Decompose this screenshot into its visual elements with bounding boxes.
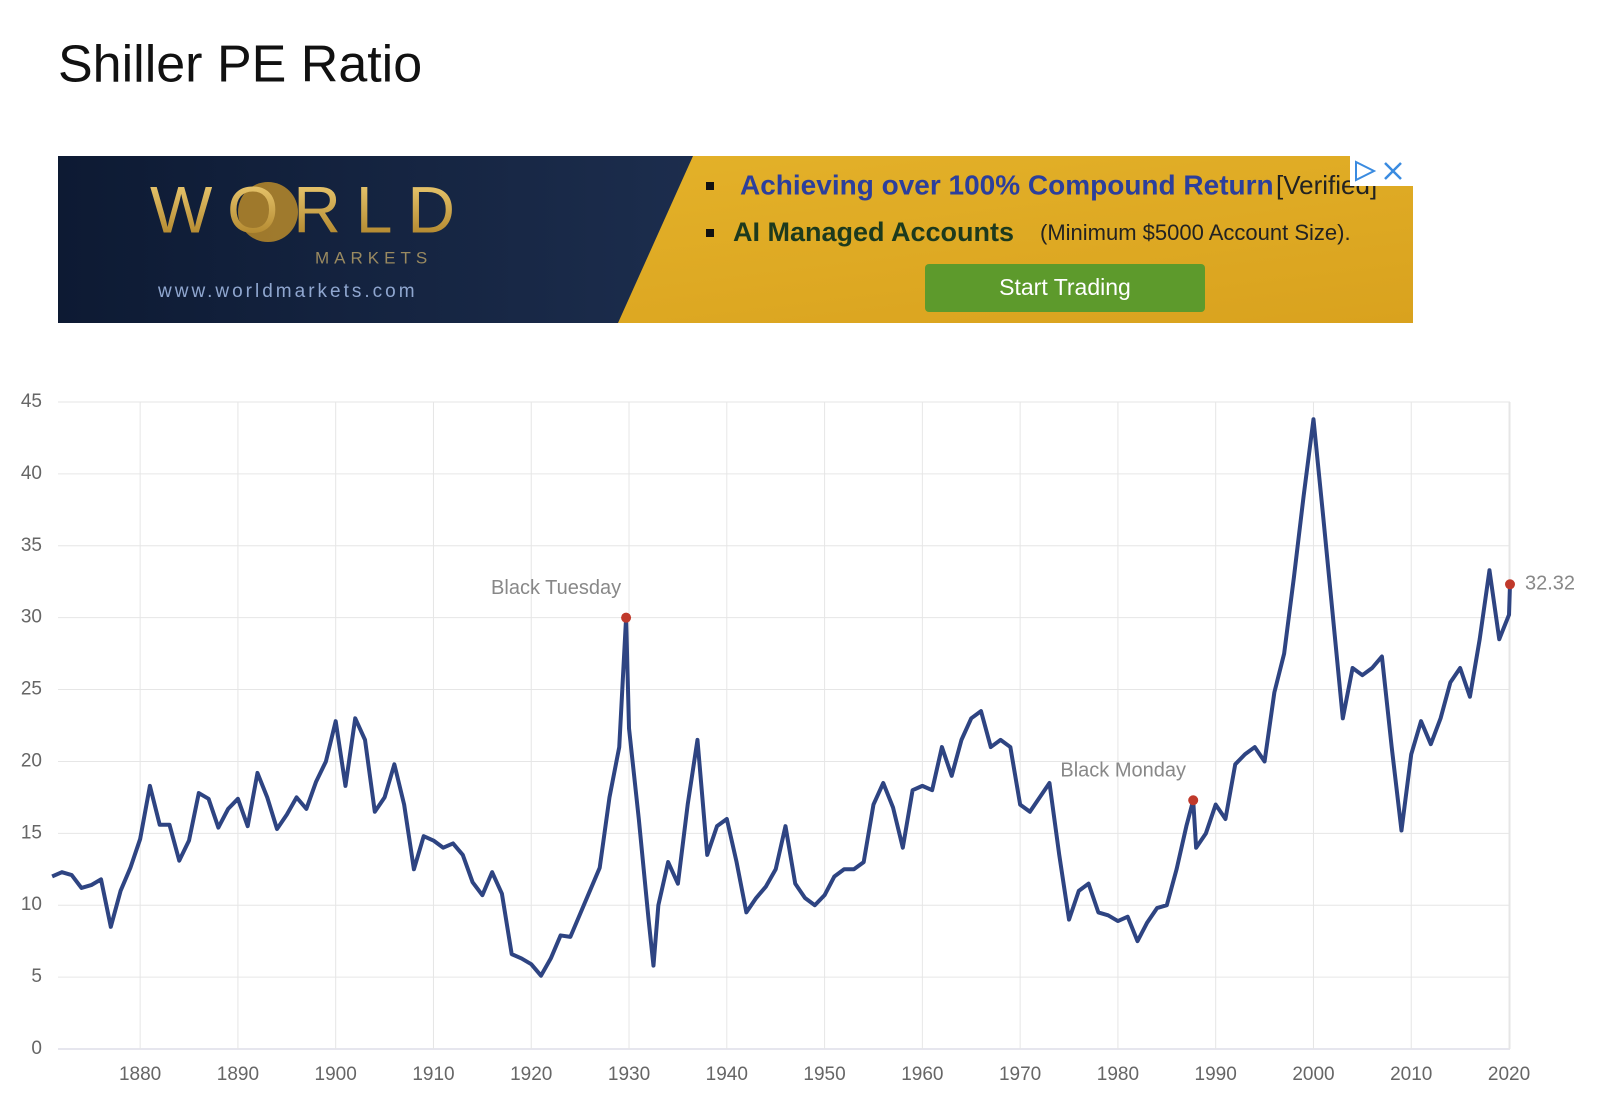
x-tick-label: 2010 xyxy=(1390,1064,1432,1085)
y-tick-label: 30 xyxy=(21,607,42,628)
x-tick-label: 1880 xyxy=(119,1064,161,1085)
x-tick-label: 1920 xyxy=(510,1064,552,1085)
bullet xyxy=(706,182,714,190)
x-tick-label: 2000 xyxy=(1292,1064,1334,1085)
annotation-marker xyxy=(1505,579,1515,590)
y-tick-label: 25 xyxy=(21,679,42,700)
x-tick-label: 1910 xyxy=(412,1064,454,1085)
annotation-marker xyxy=(621,612,632,623)
ad-banner[interactable]: WORLD MARKETS www.worldmarkets.com Achie… xyxy=(58,156,1413,323)
x-tick-label: 1980 xyxy=(1097,1064,1139,1085)
x-tick-label: 2020 xyxy=(1488,1064,1530,1085)
x-tick-label: 1900 xyxy=(315,1064,357,1085)
ad-button[interactable] xyxy=(925,264,1205,312)
ad-subline-note: (Minimum $5000 Account Size). xyxy=(1040,220,1351,245)
x-tick-label: 1970 xyxy=(999,1064,1041,1085)
ad-logo-sub: MARKETS xyxy=(315,248,432,267)
x-tick-label: 1950 xyxy=(803,1064,845,1085)
bullet xyxy=(706,229,714,237)
annotation-label: Black Tuesday xyxy=(491,577,621,599)
x-tick-label: 1890 xyxy=(217,1064,259,1085)
y-tick-label: 20 xyxy=(21,750,42,771)
x-tick-label: 1990 xyxy=(1195,1064,1237,1085)
y-tick-label: 10 xyxy=(21,894,42,915)
y-tick-label: 40 xyxy=(21,463,42,484)
ad-headline: Achieving over 100% Compound Return xyxy=(740,169,1274,200)
y-tick-label: 5 xyxy=(31,966,42,987)
y-tick-label: 0 xyxy=(31,1038,42,1059)
x-tick-label: 1930 xyxy=(608,1064,650,1085)
ad-choices[interactable] xyxy=(1350,156,1413,186)
x-tick-label: 1960 xyxy=(901,1064,943,1085)
ad-info-icon xyxy=(1355,160,1377,182)
ad-close-icon[interactable] xyxy=(1384,162,1402,180)
x-tick-label: 1940 xyxy=(706,1064,748,1085)
chart: 0 5 10 15 20 25 30 35 40 45 1880 1890 1900 1910 1920 19… xyxy=(21,391,1575,1085)
annotation-label: Black Monday xyxy=(1060,760,1186,782)
page-title: Shiller PE Ratio xyxy=(58,36,422,94)
ad-subline: AI Managed Accounts xyxy=(733,217,1014,247)
series-line xyxy=(51,417,1512,978)
logo-globe xyxy=(238,182,298,242)
y-tick-label: 45 xyxy=(21,391,42,412)
ad-url: www.worldmarkets.com xyxy=(157,281,418,302)
ad-logo: WORLD xyxy=(150,172,455,246)
ad-button-label: Start Trading xyxy=(999,274,1131,300)
ad-dark-panel xyxy=(58,156,693,323)
y-tick-label: 15 xyxy=(21,822,42,843)
annotation-marker xyxy=(1188,795,1199,806)
y-tick-label: 35 xyxy=(21,535,42,556)
last-value-label: 32.32 xyxy=(1525,573,1575,595)
